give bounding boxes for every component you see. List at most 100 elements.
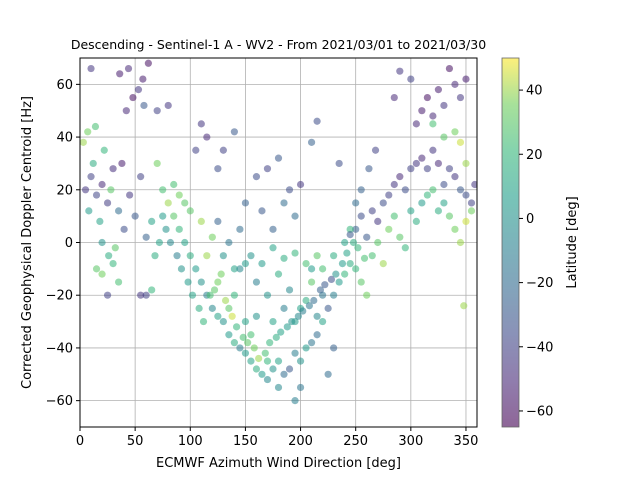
data-point [407, 165, 415, 173]
data-point [230, 128, 238, 136]
x-tick-label: 150 [233, 434, 258, 449]
data-point [252, 365, 261, 373]
data-point [451, 225, 459, 233]
data-point [280, 304, 288, 312]
data-point [206, 291, 214, 299]
data-point [418, 154, 426, 162]
data-point [471, 180, 477, 189]
data-point [310, 296, 318, 305]
data-point [85, 207, 93, 215]
data-point [357, 212, 365, 220]
data-point [175, 225, 183, 233]
data-point [241, 349, 250, 357]
data-point [445, 64, 454, 73]
data-point [343, 249, 351, 257]
data-point [412, 120, 420, 128]
data-point [129, 93, 137, 102]
data-point [385, 225, 393, 233]
colorbar [501, 57, 520, 428]
data-point [467, 199, 476, 207]
data-point [225, 238, 233, 247]
data-point [288, 317, 296, 326]
data-point [291, 212, 299, 220]
data-point [247, 357, 255, 365]
colorbar-ticks: −60 −40 −20 0 20 40 [519, 84, 553, 419]
data-point [313, 331, 321, 339]
data-point [139, 75, 147, 83]
x-tick-label: 350 [454, 434, 479, 449]
y-tick-label: 0 [65, 236, 73, 251]
data-point [241, 259, 250, 268]
data-point [418, 107, 426, 115]
data-point [456, 238, 465, 247]
data-point [467, 207, 476, 215]
data-point [302, 344, 310, 352]
data-point [148, 286, 156, 294]
data-point [151, 252, 159, 260]
data-point [462, 159, 470, 168]
data-point [462, 217, 470, 226]
data-point [456, 186, 465, 194]
data-point [445, 165, 454, 173]
x-tick-label: 300 [398, 434, 423, 449]
data-point [434, 207, 442, 215]
data-point [230, 291, 238, 299]
data-point [423, 93, 431, 102]
data-point [124, 64, 133, 73]
data-point [92, 191, 101, 199]
data-point [357, 186, 365, 194]
data-point [232, 323, 241, 331]
data-point [390, 180, 398, 189]
data-point [274, 270, 283, 278]
x-axis-label: ECMWF Azimuth Wind Direction [deg] [156, 456, 401, 471]
data-point [263, 291, 272, 299]
data-point [291, 397, 299, 405]
data-point [456, 138, 465, 146]
data-point [241, 199, 250, 207]
data-point [252, 312, 261, 320]
data-point [137, 291, 145, 299]
data-point [313, 312, 321, 320]
data-point [214, 312, 222, 320]
data-point [307, 265, 316, 273]
data-point [122, 107, 130, 115]
data-point [91, 122, 100, 131]
data-point [214, 278, 222, 286]
data-point [374, 217, 382, 226]
data-point [258, 207, 266, 215]
data-point [335, 278, 343, 286]
x-tick-label: 200 [288, 434, 313, 449]
data-point [280, 199, 288, 207]
y-tick-label: 20 [56, 183, 73, 198]
y-axis-ticks: −60 −40 −20 0 20 40 60 [46, 78, 80, 409]
data-point [103, 199, 112, 207]
data-point [385, 191, 393, 199]
data-point [307, 339, 316, 347]
data-point [429, 146, 437, 154]
data-point [434, 86, 442, 94]
colorbar-tick-label: 0 [526, 212, 534, 227]
x-tick-label: 250 [343, 434, 368, 449]
data-point [296, 383, 305, 392]
data-point [357, 278, 365, 286]
data-point [379, 199, 387, 207]
data-point [274, 383, 283, 392]
data-point [440, 101, 448, 110]
data-point [346, 259, 354, 268]
data-point [277, 328, 285, 336]
data-point [285, 286, 294, 294]
data-point [155, 238, 163, 247]
data-point [89, 159, 97, 168]
data-point [247, 331, 255, 339]
data-point [269, 225, 277, 233]
data-point [109, 259, 117, 268]
data-point [81, 186, 90, 194]
y-axis-label: Corrected Geophysical Doppler Centroid [… [20, 96, 35, 389]
colorbar-tick-label: −20 [526, 276, 553, 291]
colorbar-tick-label: −40 [526, 340, 553, 355]
data-point [349, 238, 358, 247]
data-point [407, 207, 415, 215]
data-point [363, 233, 371, 241]
data-point [313, 117, 321, 125]
data-point [140, 101, 148, 110]
